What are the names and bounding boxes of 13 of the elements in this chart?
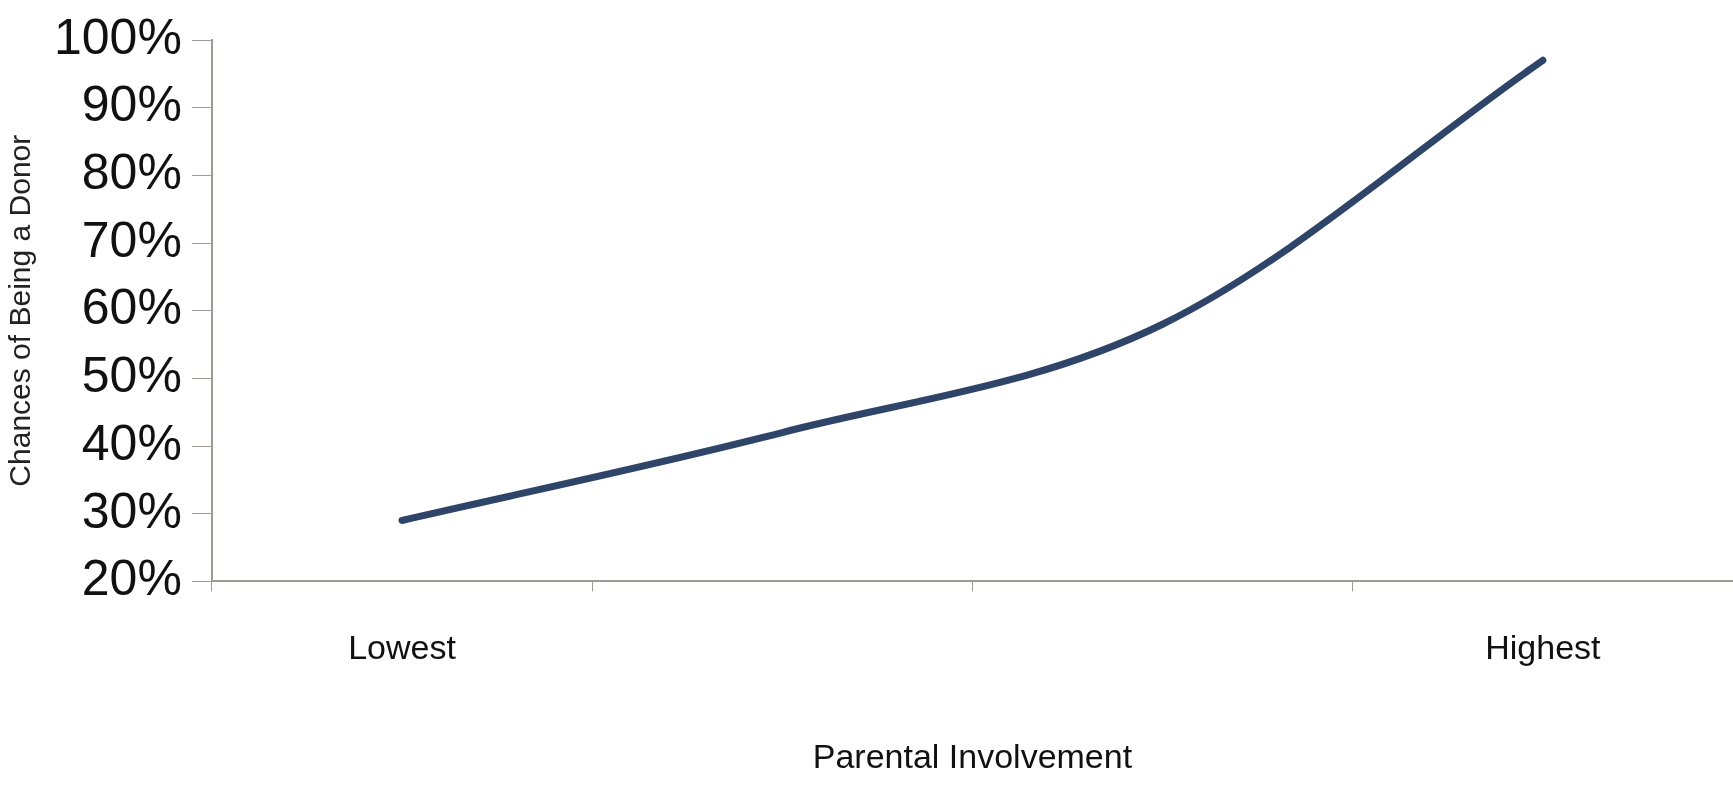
y-tick-label: 60% — [81, 279, 182, 336]
y-tick-label: 90% — [81, 76, 182, 133]
x-axis-title: Parental Involvement — [812, 736, 1133, 775]
y-tick-label: 30% — [81, 482, 182, 539]
x-tick-label: Lowest — [348, 628, 457, 667]
y-tick-label: 70% — [81, 211, 182, 268]
y-axis-title: Chances of Being a Donor — [3, 134, 37, 487]
y-tick-label: 100% — [53, 8, 182, 65]
y-tick-label: 40% — [81, 414, 182, 471]
y-tick-label: 50% — [81, 347, 182, 404]
y-tick-label: 20% — [81, 550, 182, 607]
x-tick-label: Highest — [1485, 628, 1602, 667]
y-tick-label: 80% — [81, 144, 182, 201]
